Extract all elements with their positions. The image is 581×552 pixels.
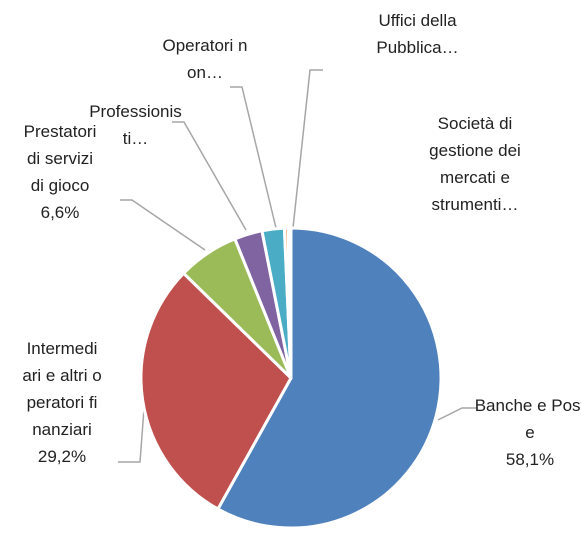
category-label: Professionisti… bbox=[89, 102, 182, 148]
category-label: Società di gestione dei mercati e strume… bbox=[429, 114, 521, 214]
slice-label: Intermediari e altri operatori finanziar… bbox=[22, 335, 102, 470]
value-label: 58,1% bbox=[505, 450, 555, 469]
category-label: Operatori non… bbox=[162, 36, 248, 82]
slice-label: Banche e Poste 58,1% bbox=[470, 392, 581, 473]
value-label: 6,6% bbox=[40, 203, 80, 222]
slice-label: Società di gestione dei mercati e strume… bbox=[405, 110, 545, 218]
pie-slice bbox=[139, 271, 293, 511]
slice-label: Uffici della Pubblica… bbox=[350, 7, 485, 61]
pie-slice bbox=[286, 226, 293, 380]
leader-line bbox=[118, 394, 146, 463]
category-label: Prestatori di servizi di gioco bbox=[23, 122, 97, 195]
pie-slice bbox=[216, 226, 443, 530]
leader-line bbox=[292, 69, 323, 229]
leader-line bbox=[120, 199, 206, 251]
slice-label: Prestatori di servizi di gioco 6,6% bbox=[20, 118, 100, 226]
category-label: Intermediari e altri operatori finanziar… bbox=[22, 339, 102, 439]
leader-line bbox=[230, 86, 277, 229]
slice-label: Professionisti… bbox=[88, 98, 183, 152]
leader-line bbox=[437, 407, 478, 421]
value-label: 29,2% bbox=[37, 447, 87, 466]
leader-line bbox=[172, 121, 247, 231]
leader-lines bbox=[118, 69, 478, 463]
slice-label: Operatori non… bbox=[160, 32, 250, 86]
category-label: Uffici della Pubblica… bbox=[376, 11, 459, 57]
category-label: Banche e Poste bbox=[474, 396, 581, 442]
